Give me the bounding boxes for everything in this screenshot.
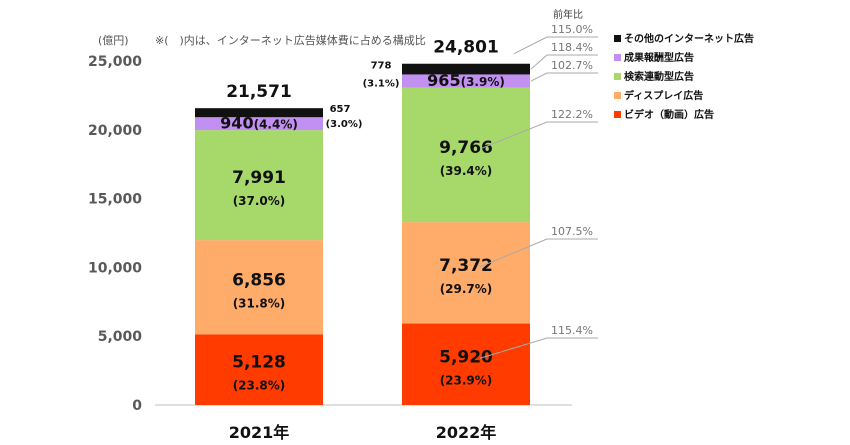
bar-segment bbox=[402, 222, 530, 324]
yoy-leader-line bbox=[530, 72, 548, 82]
legend: その他のインターネット広告成果報酬型広告検索連動型広告ディスプレイ広告ビデオ（動… bbox=[614, 32, 754, 121]
data-label-value: 9,766 bbox=[439, 138, 493, 158]
y-axis: 0 5,000 10,000 15,000 20,000 25,000 bbox=[88, 54, 142, 414]
data-label-inline: 965(3.9%) bbox=[427, 71, 505, 90]
data-label-percent: (23.9%) bbox=[440, 373, 493, 387]
data-label-value: 5,920 bbox=[439, 347, 493, 367]
y-tick-label: 25,000 bbox=[88, 54, 142, 70]
bar-segment bbox=[195, 130, 323, 241]
y-tick-label: 20,000 bbox=[88, 123, 142, 139]
yoy-label: 107.5% bbox=[551, 225, 593, 238]
yoy-column: 前年比 115.0% 118.4% 102.7% 122.2% 107.5% 115.4% bbox=[479, 8, 598, 359]
legend-label: 成果報酬型広告 bbox=[624, 51, 694, 64]
data-label-value: 7,991 bbox=[232, 168, 286, 188]
bar-segment bbox=[195, 240, 323, 335]
bar-segment bbox=[195, 108, 323, 118]
x-tick-label: 2022年 bbox=[436, 423, 497, 442]
data-label-percent: (3.0%) bbox=[326, 119, 363, 130]
bar-segment bbox=[195, 334, 323, 405]
yoy-label: 115.4% bbox=[551, 324, 593, 337]
yoy-leader-line bbox=[479, 121, 548, 150]
data-label-value: 5,128 bbox=[232, 353, 286, 373]
total-label: 21,571 bbox=[226, 82, 292, 102]
yoy-label: 122.2% bbox=[551, 108, 593, 121]
data-label-percent: (4.4%) bbox=[254, 118, 298, 132]
data-label-value: 657 bbox=[330, 104, 351, 115]
yoy-label: 102.7% bbox=[551, 59, 593, 72]
data-labels-layer: 5,128(23.8%)6,856(31.8%)7,991(37.0%)940(… bbox=[220, 38, 505, 393]
legend-swatch bbox=[614, 54, 621, 61]
legend-label: ディスプレイ広告 bbox=[624, 89, 703, 102]
data-label-value: 940 bbox=[220, 114, 253, 133]
legend-swatch bbox=[614, 111, 621, 118]
data-label-percent: (3.9%) bbox=[461, 75, 505, 89]
legend-label: ビデオ（動画）広告 bbox=[624, 108, 714, 121]
legend-label: その他のインターネット広告 bbox=[624, 32, 754, 45]
yoy-header: 前年比 bbox=[553, 8, 583, 21]
y-tick-label: 5,000 bbox=[98, 329, 143, 345]
bar-segment bbox=[195, 117, 323, 131]
y-tick-label: 15,000 bbox=[88, 192, 142, 208]
total-label: 24,801 bbox=[433, 38, 499, 58]
yoy-label: 115.0% bbox=[551, 23, 593, 36]
data-label-value: 965 bbox=[427, 71, 460, 90]
yoy-leader-line bbox=[513, 36, 548, 55]
bar-segment bbox=[402, 63, 530, 75]
yoy-leader-line bbox=[479, 238, 548, 268]
y-axis-unit-label: (億円) bbox=[98, 34, 129, 47]
yoy-label: 118.4% bbox=[551, 41, 593, 54]
yoy-leader-line bbox=[479, 337, 548, 359]
bars-layer bbox=[195, 63, 530, 405]
y-tick-label: 0 bbox=[132, 398, 142, 414]
bar-segment bbox=[402, 74, 530, 88]
legend-swatch bbox=[614, 73, 621, 80]
data-label-value: 778 bbox=[371, 61, 392, 72]
bar-segment bbox=[402, 87, 530, 223]
y-tick-label: 10,000 bbox=[88, 260, 142, 276]
data-label-percent: (3.1%) bbox=[363, 79, 400, 90]
data-label-percent: (39.4%) bbox=[440, 164, 493, 178]
bar-segment bbox=[402, 323, 530, 405]
data-label-percent: (23.8%) bbox=[233, 379, 286, 393]
data-label-inline: 940(4.4%) bbox=[220, 114, 298, 133]
legend-swatch bbox=[614, 35, 621, 42]
x-tick-label: 2021年 bbox=[229, 423, 290, 442]
chart-note: ※( )内は、インターネット広告媒体費に占める構成比 bbox=[155, 33, 426, 47]
x-axis: 2021年 2022年 bbox=[155, 404, 572, 442]
data-label-value: 6,856 bbox=[232, 270, 286, 290]
legend-label: 検索連動型広告 bbox=[624, 70, 694, 83]
data-label-percent: (29.7%) bbox=[440, 282, 493, 296]
yoy-leader-line bbox=[530, 54, 548, 70]
data-label-percent: (31.8%) bbox=[233, 296, 286, 310]
data-label-percent: (37.0%) bbox=[233, 194, 286, 208]
data-label-value: 7,372 bbox=[439, 256, 493, 276]
legend-swatch bbox=[614, 92, 621, 99]
